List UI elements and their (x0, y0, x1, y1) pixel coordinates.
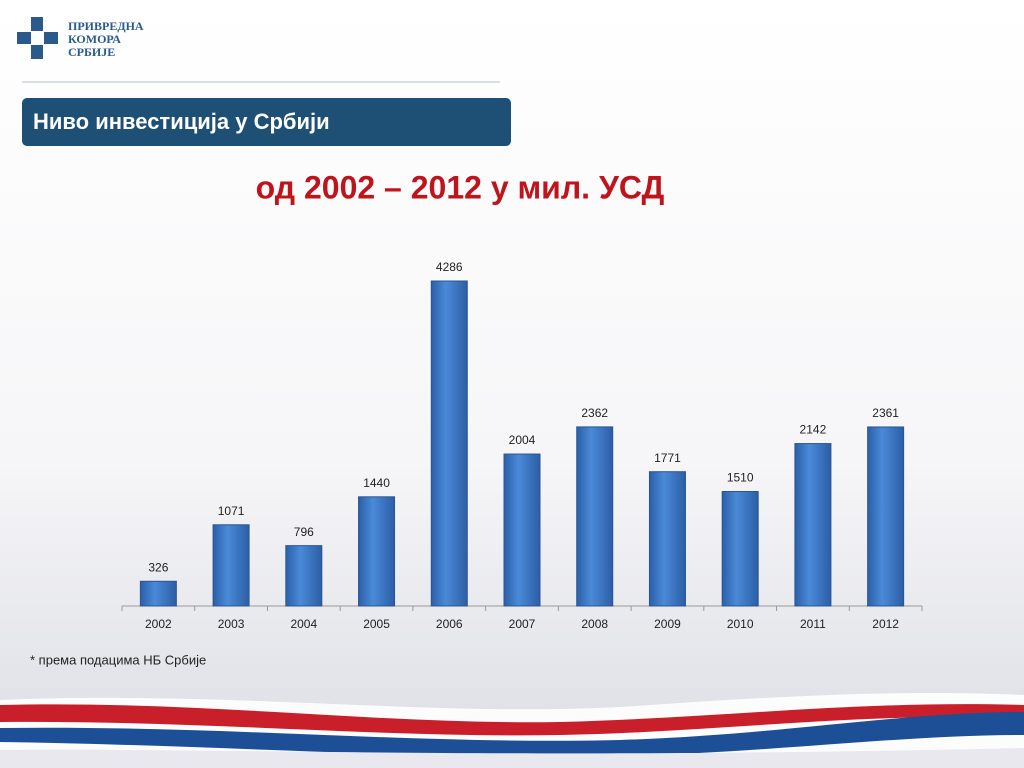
x-tick-label: 2009 (654, 617, 681, 631)
value-label: 4286 (436, 260, 463, 274)
logo-mark (17, 17, 58, 59)
value-label: 2361 (872, 406, 899, 420)
value-label: 1440 (363, 476, 390, 490)
logo-text: СРБИЈЕ (68, 45, 115, 59)
x-tick-label: 2004 (290, 617, 317, 631)
x-tick-label: 2010 (727, 617, 754, 631)
bar (285, 545, 323, 607)
bar (430, 280, 468, 607)
value-label: 326 (148, 560, 168, 574)
x-tick-label: 2011 (800, 617, 826, 631)
bar (139, 580, 177, 607)
value-label: 796 (294, 525, 314, 539)
footnote: * према подацима НБ Србије (30, 652, 206, 667)
bar (576, 426, 614, 607)
bar (503, 453, 541, 607)
logo-text: КОМОРА (68, 32, 121, 46)
logo-text: ПРИВРЕДНА (68, 19, 144, 33)
value-label: 1510 (727, 471, 754, 485)
flag-waves (0, 693, 1024, 768)
header-bar (22, 98, 511, 146)
x-tick-label: 2006 (436, 617, 463, 631)
x-tick-label: 2012 (872, 617, 899, 631)
x-tick-label: 2008 (581, 617, 608, 631)
bar (721, 490, 759, 607)
x-tick-label: 2007 (509, 617, 536, 631)
x-tick-label: 2005 (363, 617, 390, 631)
value-label: 2004 (509, 433, 536, 447)
bar (212, 524, 250, 607)
chart-title: од 2002 – 2012 у мил. УСД (256, 169, 665, 205)
value-label: 1071 (218, 504, 245, 518)
bar (648, 471, 686, 607)
bar (867, 426, 905, 607)
value-label: 2142 (800, 423, 827, 437)
x-tick-label: 2003 (218, 617, 245, 631)
header-title: Ниво инвестиција у Србији (33, 109, 330, 134)
value-label: 2362 (581, 406, 608, 420)
bar (358, 496, 396, 607)
value-label: 1771 (654, 451, 681, 465)
bar (794, 443, 832, 607)
x-tick-label: 2002 (145, 617, 172, 631)
